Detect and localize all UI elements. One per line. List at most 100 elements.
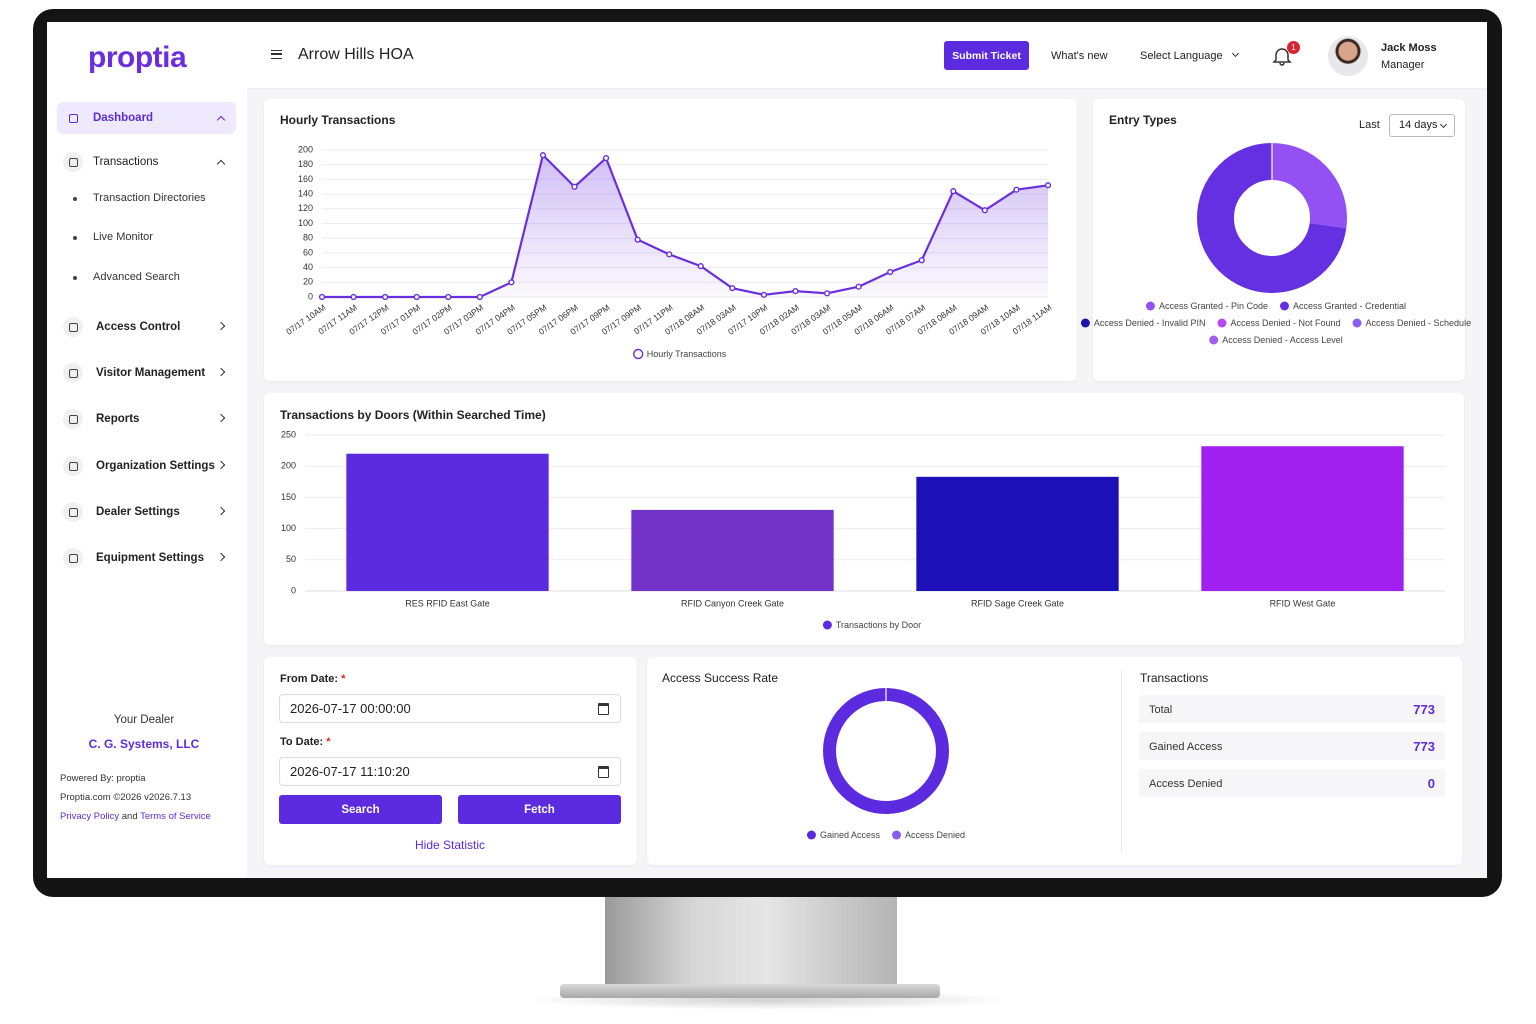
point (445, 293, 452, 301)
legend-label: Access Denied - Schedule (1366, 318, 1472, 328)
menu-button[interactable] (271, 50, 282, 59)
chart-title: Transactions by Doors (Within Searched T… (280, 408, 546, 422)
legend-swatch (806, 830, 816, 840)
version: Proptia.com ©2026 v2026.7.13 (60, 792, 192, 803)
y-tick-label: 200 (298, 144, 313, 154)
y-tick-label: 0 (291, 585, 296, 595)
dealer-heading: Your Dealer (113, 714, 175, 726)
nav-item[interactable]: Dashboard (57, 102, 236, 134)
y-tick-label: 150 (281, 492, 296, 502)
y-tick-label: 200 (281, 461, 296, 471)
point (887, 268, 894, 276)
point (508, 279, 515, 286)
y-tick-label: 140 (298, 188, 313, 198)
stat-value: 0 (1427, 776, 1435, 791)
legend-label: Hourly Transactions (647, 349, 727, 359)
nav-item[interactable]: Transactions (57, 146, 236, 178)
point (792, 288, 799, 295)
stats-title: Transactions (1140, 671, 1209, 685)
stat-label: Access Denied (1149, 778, 1223, 790)
nav-item[interactable]: Organization Settings (57, 450, 236, 482)
terms-link[interactable]: Terms of Service (140, 811, 211, 822)
legend-label: Access Granted - Credential (1293, 301, 1406, 311)
subnav-item[interactable]: Advanced Search (93, 271, 180, 283)
filter-option: 14 days (1399, 119, 1438, 131)
x-tick-label: RFID Canyon Creek Gate (681, 598, 784, 608)
nav-label: Visitor Management (96, 367, 206, 379)
nav-label: Equipment Settings (96, 552, 204, 564)
value: 2026-07-17 00:00:00 (290, 701, 411, 716)
point (318, 293, 326, 301)
point (697, 263, 704, 270)
legend-swatch (1209, 335, 1219, 345)
hide-statistic[interactable]: Hide Statistic (414, 838, 486, 852)
filter-select[interactable]: 14 days (1389, 114, 1455, 137)
bullet (73, 276, 77, 280)
to-input[interactable]: 2026-07-17 11:10:20 (279, 757, 621, 786)
point (1044, 182, 1052, 189)
logo: proptia (88, 41, 187, 74)
nav-item[interactable]: Dealer Settings (57, 496, 236, 528)
nav-item[interactable]: Equipment Settings (57, 542, 236, 574)
legend-label: Access Denied - Not Found (1230, 318, 1340, 328)
to-label: To Date: * (280, 737, 331, 748)
nav-label: Organization Settings (96, 460, 215, 472)
page-title: Arrow Hills HOA (298, 46, 414, 63)
chart-title: Access Success Rate (662, 671, 779, 685)
stand-base (560, 984, 940, 998)
subnav-item[interactable]: Transaction Directories (93, 192, 206, 204)
y-tick-label: 50 (286, 554, 296, 564)
legend-swatch (822, 620, 832, 630)
chart-title: Entry Types (1109, 113, 1177, 127)
legend-swatch (1280, 301, 1289, 311)
divider (1121, 670, 1122, 852)
legend-label: Transactions by Door (836, 620, 921, 630)
y-tick-label: 0 (308, 291, 313, 301)
dealer-name[interactable]: C. G. Systems, LLC (88, 737, 200, 751)
language-select[interactable]: Select Language (1140, 50, 1223, 62)
nav-item[interactable]: Access Control (57, 311, 236, 343)
point (413, 293, 420, 301)
fetch-button[interactable]: Fetch (458, 795, 621, 824)
user-role: Manager (1381, 59, 1425, 71)
bell-icon[interactable] (1272, 46, 1292, 66)
label: To Date: (280, 736, 324, 748)
point (918, 257, 925, 264)
point (981, 207, 988, 214)
nav-label: Reports (96, 413, 140, 425)
stat-row: Gained Access 773 (1139, 732, 1445, 760)
from-input[interactable]: 2026-07-17 00:00:00 (279, 694, 621, 723)
x-tick-label: RFID West Gate (1270, 598, 1336, 608)
value: 2026-07-17 11:10:20 (290, 764, 410, 779)
powered-by: Powered By: proptia (60, 773, 146, 784)
x-tick-label: RES RFID East Gate (405, 598, 490, 608)
required: * (326, 736, 331, 748)
bar (346, 453, 549, 591)
subnav-item[interactable]: Live Monitor (93, 231, 153, 243)
stand-neck (605, 896, 897, 986)
point (476, 293, 483, 301)
required: * (341, 673, 346, 685)
search-button[interactable]: Search (279, 795, 442, 824)
y-tick-label: 100 (298, 218, 313, 228)
point (950, 188, 957, 195)
legend-swatch (1217, 318, 1227, 328)
point (855, 283, 862, 290)
y-tick-label: 180 (298, 159, 313, 169)
footer-links: Privacy Policy and Terms of Service (60, 812, 211, 822)
submit-ticket[interactable]: Submit Ticket (944, 41, 1029, 70)
bullet (73, 236, 77, 240)
nav-item[interactable]: Visitor Management (57, 357, 236, 389)
avatar[interactable] (1328, 36, 1368, 76)
nav-item[interactable]: Reports (57, 403, 236, 435)
whats-new[interactable]: What's new (1051, 50, 1108, 62)
stat-value: 773 (1413, 739, 1435, 754)
stat-value: 773 (1413, 702, 1435, 717)
legend-swatch (1080, 318, 1090, 328)
privacy-link[interactable]: Privacy Policy (60, 811, 120, 822)
point (350, 293, 357, 301)
point (1013, 186, 1020, 193)
legend-swatch (633, 348, 644, 360)
bar (631, 509, 834, 591)
